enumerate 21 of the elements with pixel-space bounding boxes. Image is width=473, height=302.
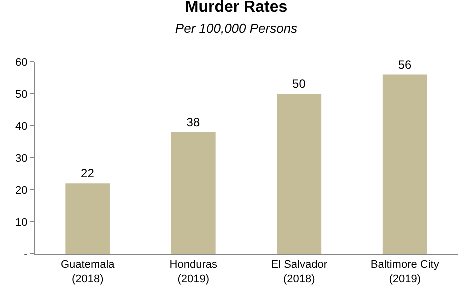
bar [171,132,216,254]
y-tick-label: - [24,248,28,261]
bar [382,74,428,254]
y-tick-label: 10 [16,216,28,229]
y-tick-label: 60 [16,56,28,69]
bar [66,184,110,254]
data-label: 38 [186,115,200,130]
x-tick-label: Honduras (2019) [170,259,218,286]
chart-subtitle: Per 100,000 Persons [175,20,298,36]
bar [277,94,322,254]
y-tick-label: 20 [16,184,28,197]
chart-title: Murder Rates [185,0,288,16]
y-tick-label: 30 [16,152,28,165]
x-tick-label: El Salvador (2018) [271,259,328,286]
data-label: 22 [81,166,95,181]
x-tick-label: Baltimore City (2019) [370,259,440,286]
data-label: 56 [398,58,412,72]
x-tick-label: Guatemala (2018) [60,259,116,286]
y-tick-label: 50 [16,88,28,101]
data-label: 50 [292,77,306,91]
y-tick-label: 40 [16,120,28,133]
